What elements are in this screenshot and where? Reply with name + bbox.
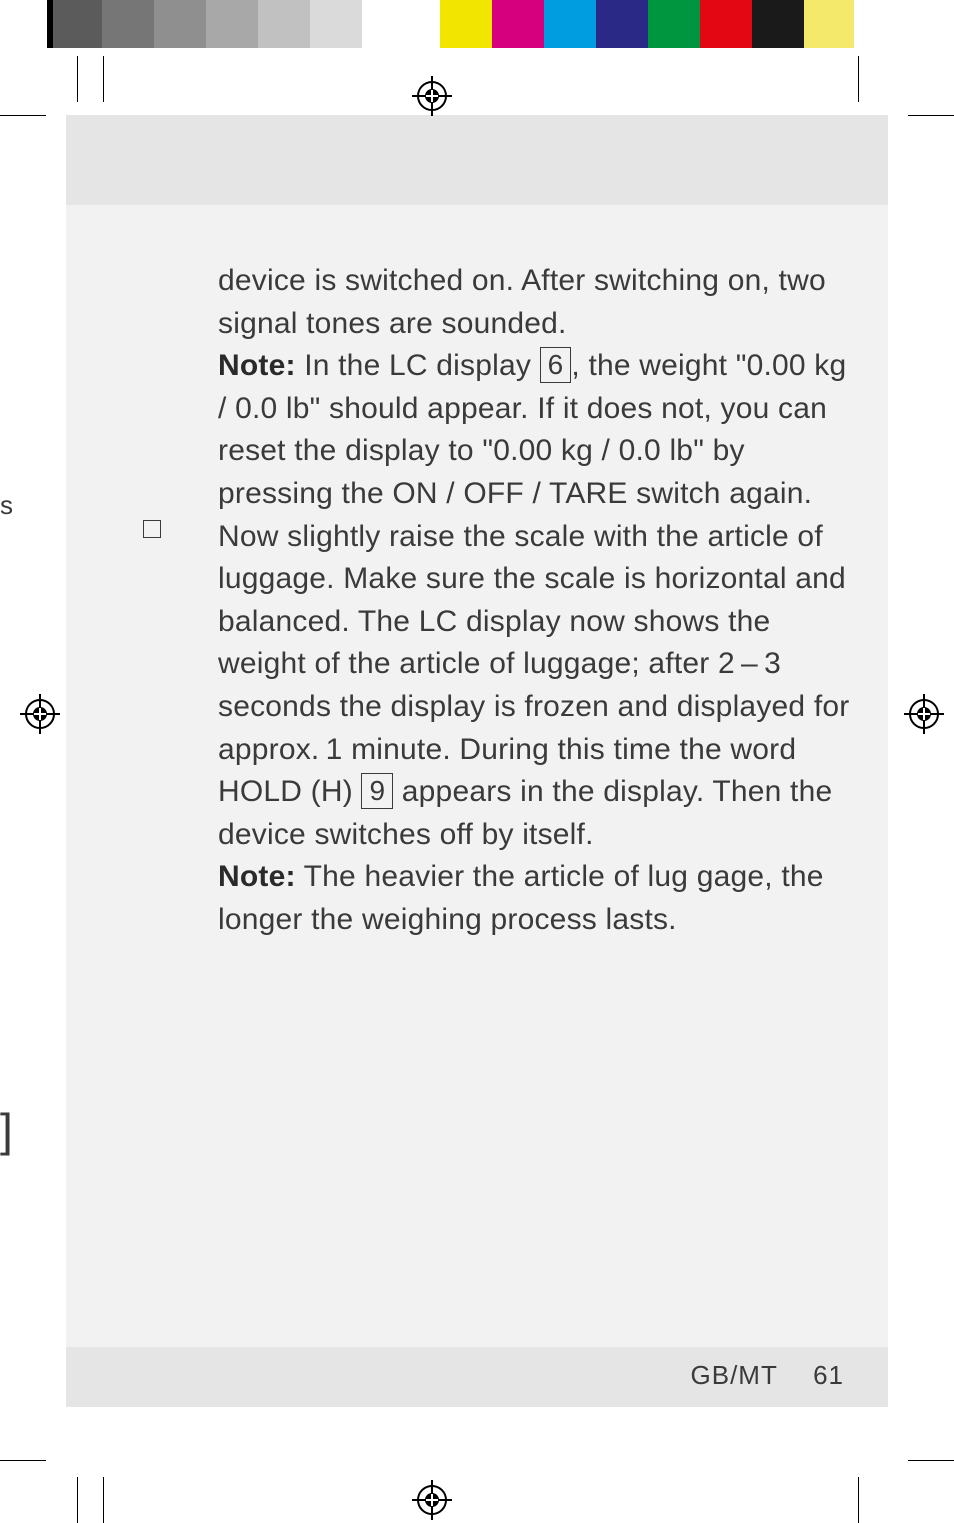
- registration-mark-icon: [412, 1480, 452, 1520]
- color-swatch: [492, 0, 544, 48]
- para1-intro: device is switched on. After switching o…: [218, 264, 826, 340]
- color-swatch: [648, 0, 700, 48]
- body-text: device is switched on. After switching o…: [218, 260, 858, 942]
- color-swatch: [804, 0, 854, 48]
- color-swatch: [440, 0, 492, 48]
- color-swatch: [102, 0, 154, 48]
- para1-b1: In the LC display: [296, 349, 540, 382]
- crop-mark: [103, 1477, 104, 1523]
- crop-mark: [908, 1460, 954, 1461]
- edge-tick: [47, 0, 53, 48]
- list-bullet-icon: [143, 520, 161, 538]
- ref-9-box: 9: [361, 773, 393, 809]
- ref-6-box: 6: [540, 347, 572, 383]
- color-swatch: [310, 0, 362, 48]
- crop-mark: [103, 56, 104, 102]
- crop-mark: [908, 115, 954, 116]
- color-swatch: [154, 0, 206, 48]
- crop-mark: [77, 1477, 78, 1523]
- crop-mark: [77, 56, 78, 102]
- header-band: [66, 115, 888, 205]
- color-swatch: [362, 0, 414, 48]
- cropped-char-bracket: ]: [0, 1103, 13, 1157]
- color-swatch: [206, 0, 258, 48]
- color-swatch: [596, 0, 648, 48]
- registration-mark-icon: [412, 76, 452, 116]
- note-label-1: Note:: [218, 349, 296, 382]
- color-swatch: [544, 0, 596, 48]
- color-swatch: [752, 0, 804, 48]
- crop-mark: [0, 1460, 46, 1461]
- print-color-bar: [0, 0, 954, 48]
- crop-mark: [858, 1477, 859, 1523]
- para2-1: Now slightly raise the scale with the ar…: [218, 520, 849, 809]
- color-swatch: [50, 0, 102, 48]
- color-swatch: [258, 0, 310, 48]
- color-swatch: [0, 0, 50, 48]
- color-swatch: [700, 0, 752, 48]
- registration-mark-icon: [20, 694, 60, 734]
- note-label-2: Note:: [218, 860, 296, 893]
- registration-mark-icon: [904, 694, 944, 734]
- color-swatch: [414, 0, 440, 48]
- crop-mark: [0, 115, 46, 116]
- para3: The heavier the article of lug­ gage, th…: [218, 860, 824, 936]
- cropped-char-s: s: [0, 490, 13, 521]
- page-footer: GB/MT 61: [691, 1360, 844, 1391]
- crop-mark: [858, 56, 859, 102]
